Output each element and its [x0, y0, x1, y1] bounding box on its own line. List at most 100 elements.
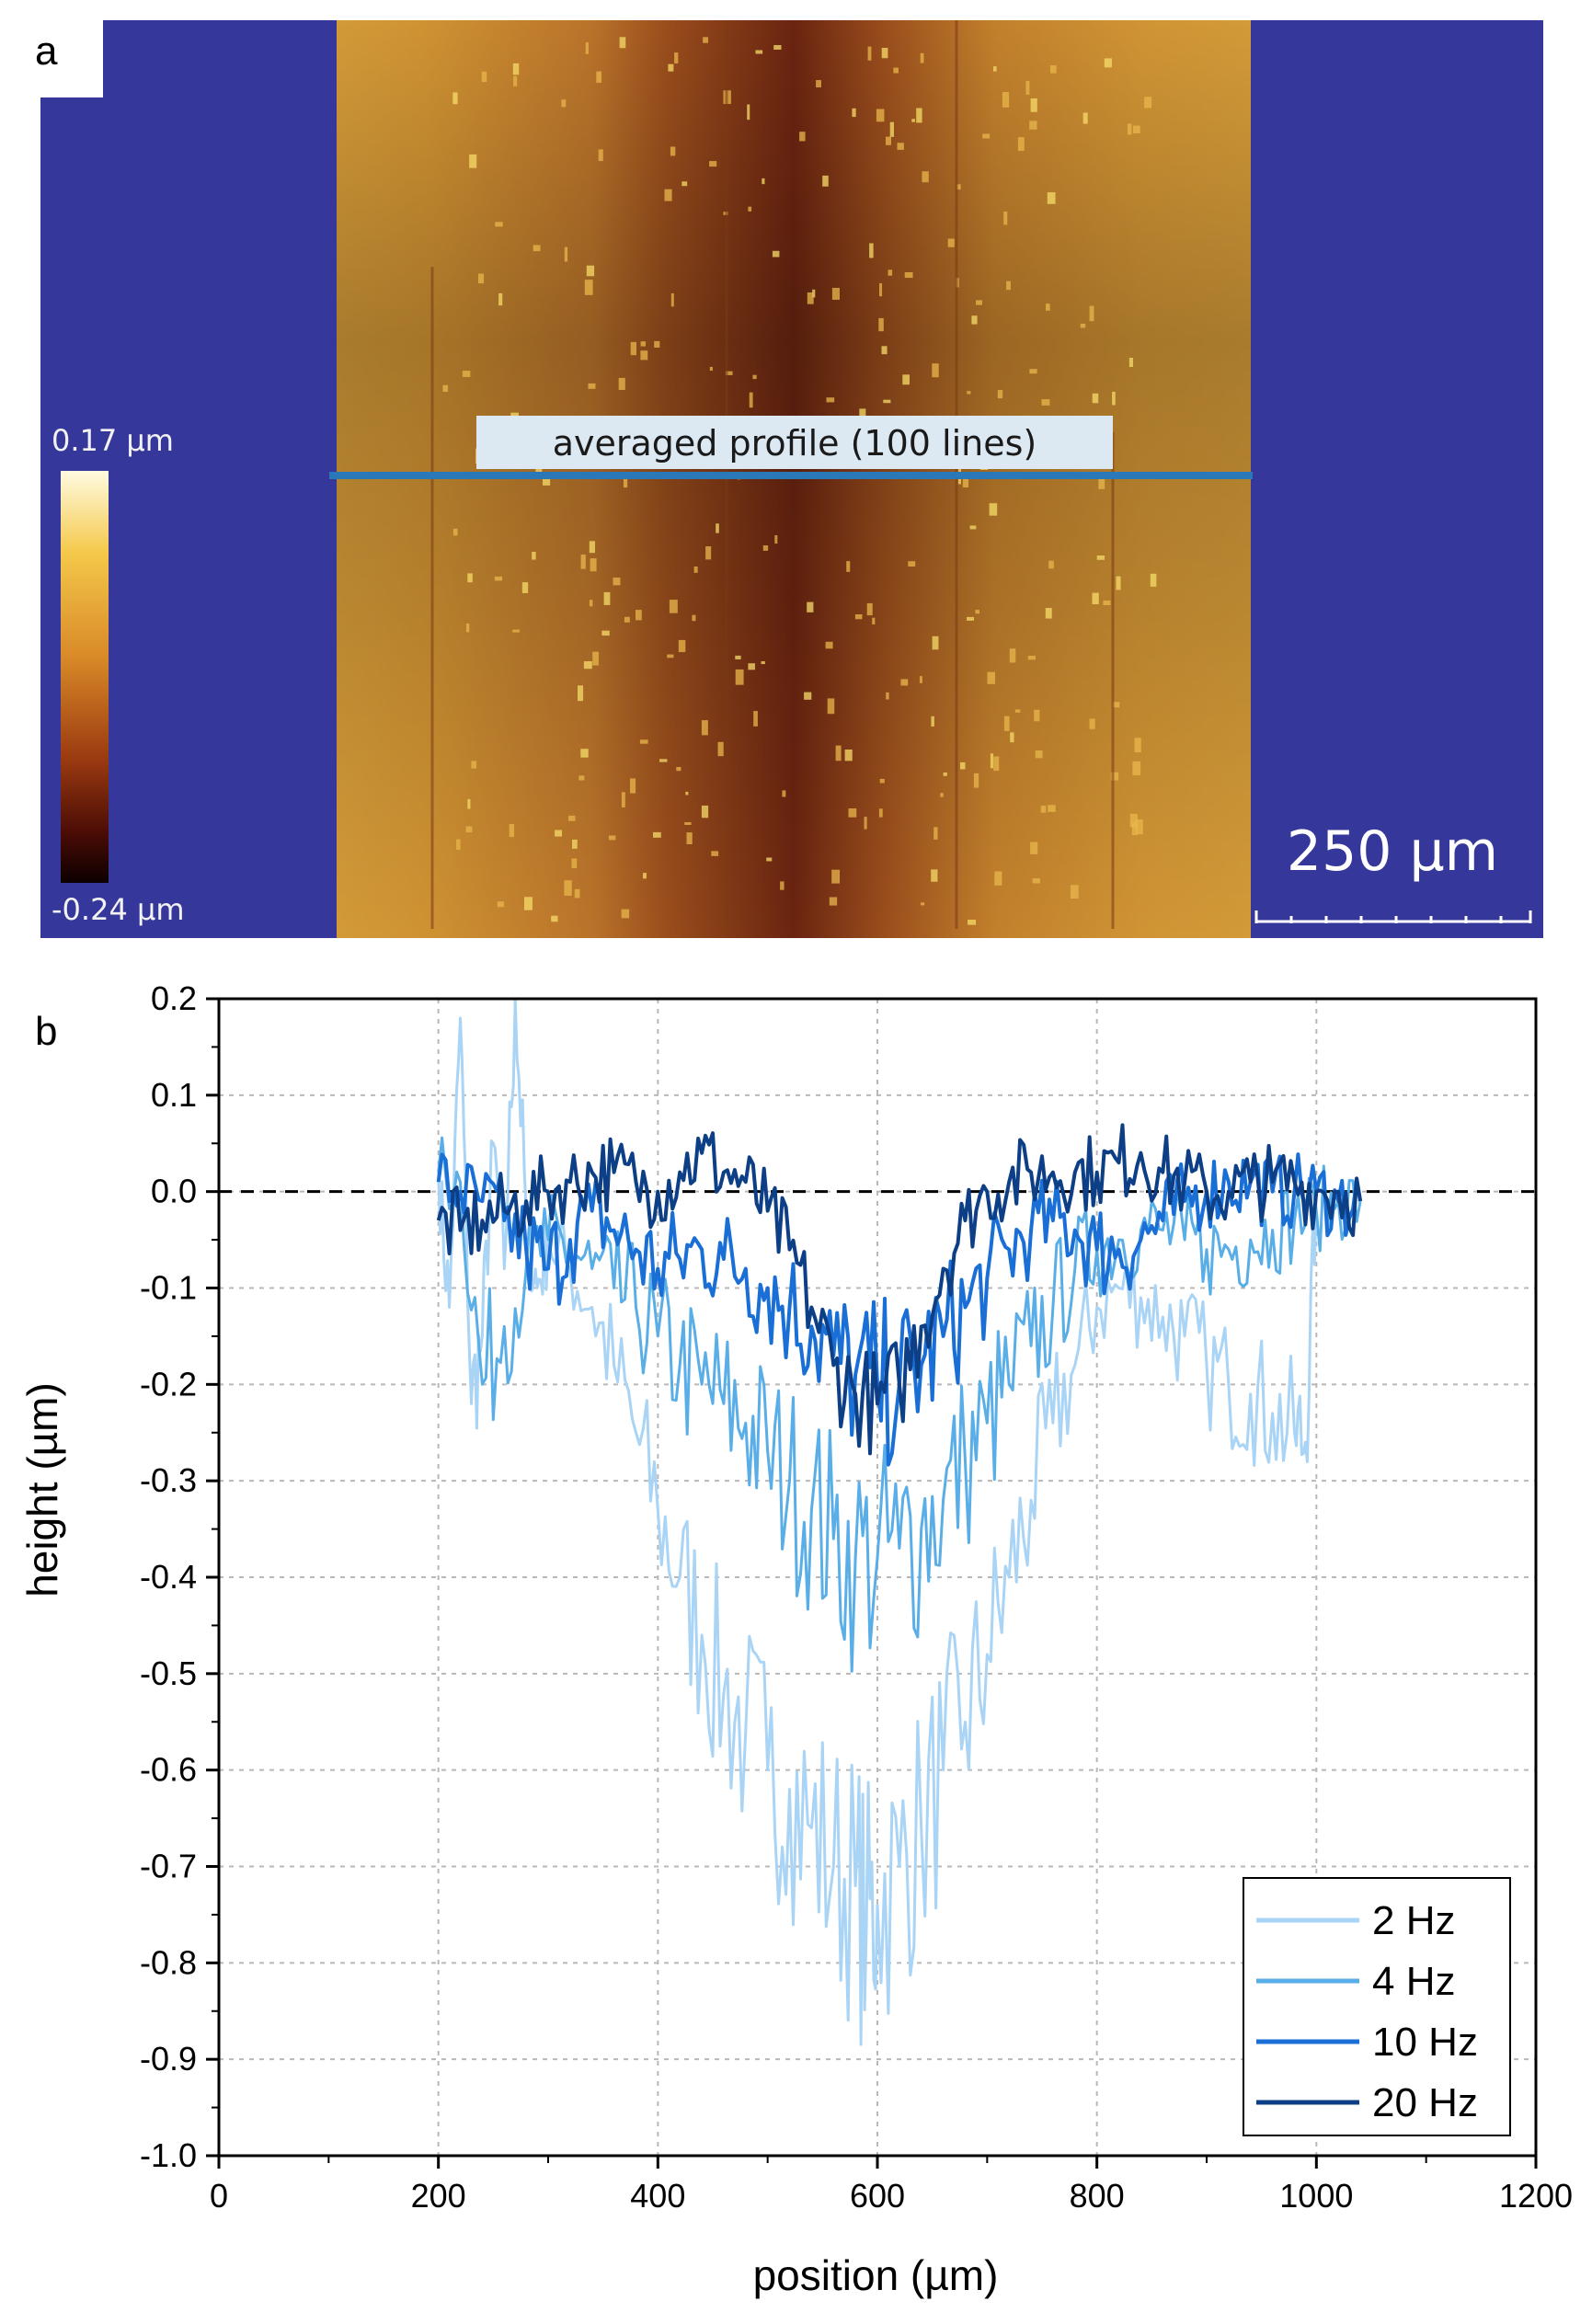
y-tick-label: 0.2: [151, 979, 197, 1017]
surface-speckle: [931, 869, 938, 882]
x-tick-label: 400: [630, 2177, 685, 2215]
surface-speckle: [933, 827, 938, 840]
surface-speckle: [653, 831, 661, 838]
y-tick-label: -0.4: [140, 1558, 197, 1596]
surface-speckle: [947, 238, 955, 247]
surface-speckle: [659, 759, 668, 762]
surface-speckle: [931, 716, 934, 727]
series-line: [437, 997, 1318, 2046]
surface-speckle: [1129, 814, 1138, 828]
x-tick-label: 600: [850, 2177, 905, 2215]
surface-speckle: [1092, 592, 1099, 605]
surface-speckle: [618, 377, 625, 390]
surface-speckle: [911, 119, 915, 122]
surface-speckle: [584, 280, 593, 295]
surface-speckle: [829, 897, 838, 906]
surface-speckle: [780, 881, 785, 890]
surface-speckle: [709, 366, 713, 372]
surface-speckle: [1128, 123, 1132, 135]
surface-speckle: [636, 610, 642, 621]
surface-speckle: [993, 66, 997, 72]
surface-speckle: [588, 383, 596, 389]
surface-speckle: [932, 635, 939, 650]
surface-speckle: [1082, 112, 1088, 124]
surface-speckle: [590, 558, 597, 572]
x-tick-label: 0: [210, 2177, 228, 2215]
surface-speckle: [893, 67, 899, 74]
surface-speckle: [762, 177, 765, 185]
surface-speckle: [452, 528, 458, 536]
surface-speckle: [630, 778, 636, 794]
surface-speckle: [674, 52, 679, 63]
surface-speckle: [993, 756, 1000, 772]
surface-speckle: [701, 805, 709, 819]
surface-speckle: [592, 651, 599, 666]
surface-speckle: [456, 839, 461, 851]
surface-speckle: [822, 175, 829, 187]
surface-speckle: [1029, 120, 1037, 130]
surface-speckle: [897, 143, 904, 150]
surface-speckle: [585, 42, 589, 54]
surface-speckle: [922, 171, 929, 183]
surface-speckle: [852, 108, 856, 118]
surface-speckle: [804, 692, 812, 700]
surface-speckle: [1010, 732, 1014, 743]
surface-speckle: [471, 761, 476, 769]
surface-speckle: [601, 630, 610, 636]
surface-speckle: [982, 133, 991, 139]
surface-speckle: [994, 871, 1002, 886]
surface-speckle: [902, 374, 911, 385]
surface-speckle: [543, 473, 551, 486]
surface-speckle: [749, 392, 753, 408]
surface-speckle: [521, 582, 529, 593]
surface-speckle: [878, 317, 884, 332]
series-line: [436, 1152, 1363, 1467]
surface-speckle: [639, 739, 648, 744]
surface-speckle: [969, 525, 977, 530]
surface-speckle: [920, 52, 924, 63]
y-tick-label: -0.1: [140, 1269, 197, 1307]
y-axis-title: height (µm): [18, 1382, 66, 1597]
surface-speckle: [956, 184, 961, 190]
series-20-hz: [436, 1123, 1363, 1456]
surface-speckle: [990, 753, 994, 769]
surface-speckle: [512, 629, 521, 633]
surface-speckle: [693, 567, 698, 573]
y-tick-label: -0.9: [140, 2040, 197, 2078]
surface-speckle: [551, 915, 558, 922]
surface-speckle: [1098, 475, 1105, 489]
surface-speckle: [1025, 81, 1030, 95]
surface-speckle: [766, 857, 773, 862]
panel-b: b 0 200 400 600 800 1000 1200 0.2 0.1 0.0 -0.1 -0.2…: [18, 979, 1573, 2299]
surface-speckle: [676, 767, 681, 772]
surface-speckle: [681, 181, 688, 187]
surface-speckle: [670, 146, 676, 156]
surface-speckle: [971, 315, 978, 325]
surface-speckle: [623, 475, 628, 488]
surface-speckle: [1128, 358, 1134, 368]
series-2-hz: [437, 997, 1318, 2046]
surface-speckle: [654, 340, 660, 348]
series-line: [437, 1136, 1362, 1673]
x-axis-title: position (µm): [753, 2251, 999, 2299]
surface-speckle: [869, 243, 874, 258]
surface-speckle: [889, 121, 895, 137]
surface-speckle: [494, 576, 503, 581]
surface-speckle: [747, 104, 750, 120]
tick-labels: 0 200 400 600 800 1000 1200 0.2 0.1 0.0 -0.1 -0.2 -0…: [140, 979, 1573, 2215]
surface-speckle: [900, 679, 909, 686]
surface-speckle: [799, 132, 806, 142]
y-tick-label: 0.1: [151, 1076, 197, 1114]
surface-speckle: [878, 808, 883, 818]
surface-speckle: [580, 749, 589, 758]
surface-speckle: [1030, 98, 1037, 112]
surface-speckle: [669, 600, 678, 613]
surface-speckle: [630, 341, 636, 356]
surface-speckle: [975, 610, 979, 614]
surface-speckle: [725, 371, 733, 375]
y-tick-label: 0.0: [151, 1173, 197, 1210]
surface-speckle: [968, 920, 977, 925]
surface-speckle: [578, 775, 585, 781]
surface-speckle: [1096, 555, 1105, 560]
surface-speckle: [753, 711, 758, 727]
